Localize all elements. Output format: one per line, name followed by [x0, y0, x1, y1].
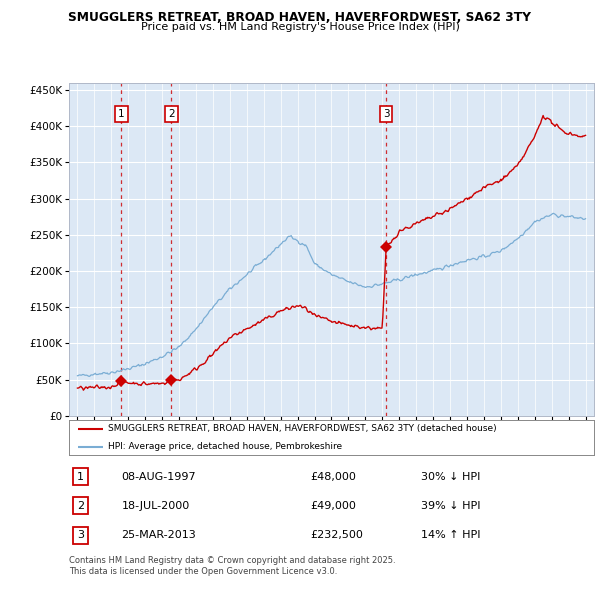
Text: £48,000: £48,000: [311, 471, 356, 481]
Text: 39% ↓ HPI: 39% ↓ HPI: [421, 501, 480, 511]
Text: 18-JUL-2000: 18-JUL-2000: [121, 501, 190, 511]
Text: £49,000: £49,000: [311, 501, 356, 511]
Text: 3: 3: [383, 109, 389, 119]
Text: Price paid vs. HM Land Registry's House Price Index (HPI): Price paid vs. HM Land Registry's House …: [140, 22, 460, 32]
Text: Contains HM Land Registry data © Crown copyright and database right 2025.
This d: Contains HM Land Registry data © Crown c…: [69, 556, 395, 576]
Text: SMUGGLERS RETREAT, BROAD HAVEN, HAVERFORDWEST, SA62 3TY (detached house): SMUGGLERS RETREAT, BROAD HAVEN, HAVERFOR…: [109, 424, 497, 434]
Text: 3: 3: [77, 530, 84, 540]
Text: 2: 2: [77, 501, 84, 511]
Text: 30% ↓ HPI: 30% ↓ HPI: [421, 471, 480, 481]
Text: 1: 1: [77, 471, 84, 481]
Text: 1: 1: [118, 109, 125, 119]
Text: 2: 2: [168, 109, 175, 119]
Text: SMUGGLERS RETREAT, BROAD HAVEN, HAVERFORDWEST, SA62 3TY: SMUGGLERS RETREAT, BROAD HAVEN, HAVERFOR…: [68, 11, 532, 24]
Text: 14% ↑ HPI: 14% ↑ HPI: [421, 530, 480, 540]
Text: 25-MAR-2013: 25-MAR-2013: [121, 530, 196, 540]
Text: £232,500: £232,500: [311, 530, 364, 540]
Text: 08-AUG-1997: 08-AUG-1997: [121, 471, 196, 481]
Text: HPI: Average price, detached house, Pembrokeshire: HPI: Average price, detached house, Pemb…: [109, 442, 343, 451]
